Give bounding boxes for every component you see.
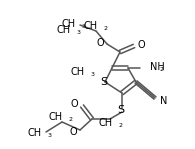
Text: CH: CH bbox=[99, 118, 113, 128]
Text: CH: CH bbox=[49, 112, 63, 122]
Text: 2: 2 bbox=[119, 123, 122, 128]
Text: 3: 3 bbox=[90, 72, 95, 77]
Text: CH: CH bbox=[28, 128, 42, 138]
Text: S: S bbox=[100, 77, 108, 87]
Text: NH: NH bbox=[150, 62, 165, 72]
Text: 3: 3 bbox=[82, 24, 85, 29]
Text: O: O bbox=[69, 127, 77, 137]
Text: CH: CH bbox=[57, 25, 71, 35]
Text: CH: CH bbox=[84, 21, 98, 31]
Text: N: N bbox=[160, 96, 167, 106]
Text: O: O bbox=[70, 99, 78, 109]
Text: CH: CH bbox=[71, 67, 85, 77]
Text: CH: CH bbox=[62, 19, 76, 29]
Text: 3: 3 bbox=[76, 30, 81, 35]
Text: 2: 2 bbox=[159, 67, 163, 72]
Text: O: O bbox=[137, 40, 145, 50]
Text: 3: 3 bbox=[48, 133, 51, 138]
Text: 2: 2 bbox=[104, 26, 107, 31]
Text: 2: 2 bbox=[68, 117, 73, 122]
Text: S: S bbox=[117, 105, 125, 115]
Text: O: O bbox=[96, 38, 104, 48]
